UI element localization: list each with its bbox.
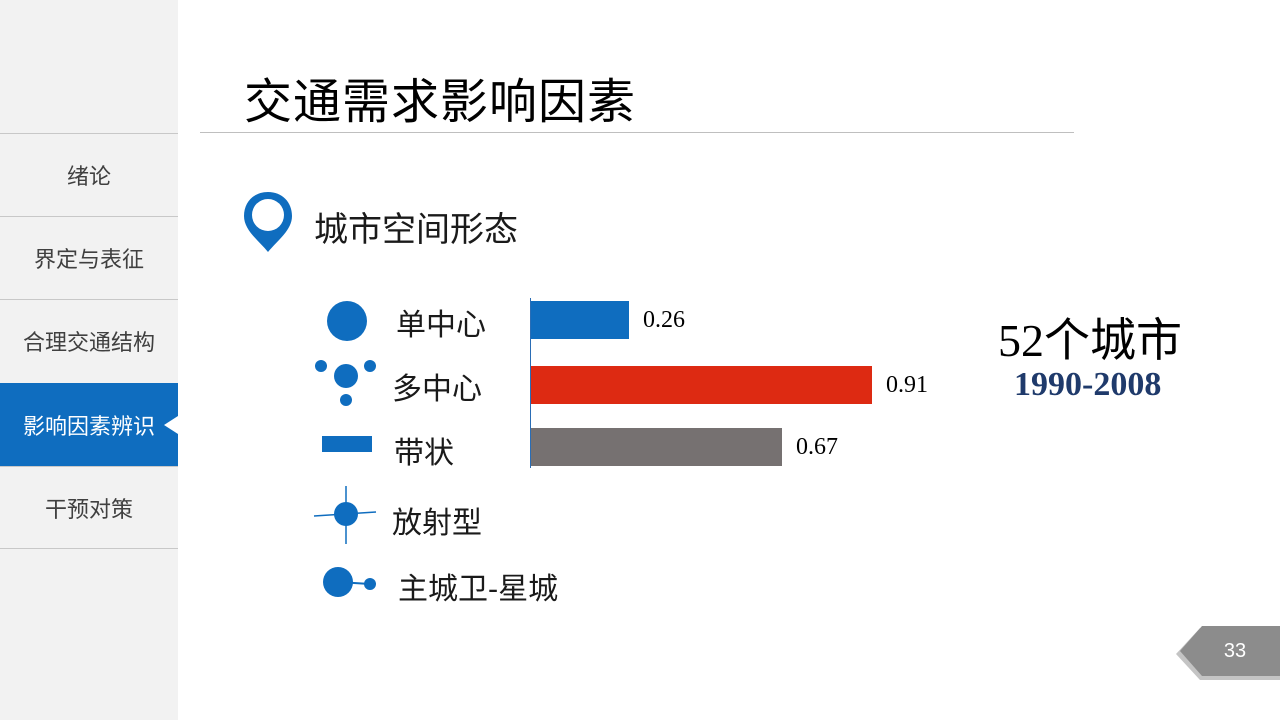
- page-number-badge: [1176, 626, 1280, 680]
- form-label-band: 带状: [394, 436, 454, 471]
- bar-value-multi-center: 0.91: [886, 372, 928, 398]
- multi-center-icon: [315, 360, 376, 406]
- page-title: 交通需求影响因素: [244, 74, 637, 130]
- single-center-icon: [327, 301, 367, 341]
- bar-value-linear-band: 0.67: [796, 434, 838, 460]
- radial-icon: [313, 486, 377, 544]
- bar-linear-band: [531, 428, 782, 466]
- form-label-multi: 多中心: [392, 372, 482, 407]
- form-label-radial: 放射型: [392, 506, 482, 541]
- sidebar-item-intervention[interactable]: 干预对策: [0, 466, 178, 549]
- sample-size-title: 52个城市: [998, 315, 1182, 366]
- satellite-city-icon: [323, 567, 376, 597]
- form-label-satellite: 主城卫-星城: [398, 572, 559, 607]
- sidebar-item-definition[interactable]: 界定与表征: [0, 216, 178, 299]
- bar-single-center: [531, 301, 629, 339]
- sidebar-item-factors[interactable]: 影响因素辨识: [0, 383, 178, 466]
- bar-value-single-center: 0.26: [643, 307, 685, 333]
- page-number: 33: [1223, 640, 1247, 662]
- form-label-single: 单中心: [396, 308, 486, 343]
- sidebar-item-structure[interactable]: 合理交通结构: [0, 299, 178, 382]
- sidebar: 绪论 界定与表征 合理交通结构 影响因素辨识 干预对策: [0, 0, 178, 720]
- sidebar-item-intro[interactable]: 绪论: [0, 133, 178, 216]
- section-title: 城市空间形态: [314, 210, 518, 250]
- sample-years: 1990-2008: [1014, 366, 1162, 403]
- chart-axis: [530, 298, 531, 468]
- title-divider: [200, 132, 1074, 133]
- bar-multi-center: [531, 366, 872, 404]
- linear-band-icon: [322, 436, 372, 452]
- map-pin-icon: [244, 192, 292, 252]
